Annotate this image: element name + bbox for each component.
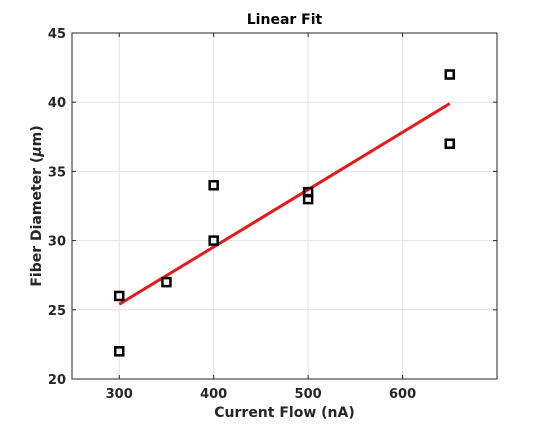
x-tick-label: 300 [106, 387, 133, 402]
grid [72, 33, 497, 379]
data-point-square [446, 140, 454, 148]
y-axis-label-end: m) [29, 125, 45, 146]
y-tick-label: 40 [48, 96, 66, 111]
data-point-square [446, 71, 454, 79]
x-tick-label: 600 [389, 387, 416, 402]
y-axis-label: Fiber Diameter (μm) [29, 125, 45, 286]
fit-line-layer [119, 104, 450, 305]
x-axis-label: Current Flow (nA) [214, 405, 354, 421]
data-point-square [162, 278, 170, 286]
fit-line [119, 104, 450, 305]
y-tick-label: 25 [48, 304, 66, 319]
y-axis-label-main: Fiber Diameter ( [29, 157, 45, 287]
y-tick-label: 35 [48, 165, 66, 180]
y-tick-label: 30 [48, 235, 66, 250]
plot-area-border [72, 33, 497, 379]
y-tick-label: 20 [48, 373, 66, 388]
x-tick-label: 400 [200, 387, 227, 402]
x-tick-label: 500 [295, 387, 322, 402]
y-tick-label: 45 [48, 27, 66, 42]
y-axis-ticks: 20 25 30 35 40 45 [48, 27, 497, 388]
chart-title: Linear Fit [247, 12, 323, 28]
y-axis-label-unit: μ [29, 146, 45, 157]
